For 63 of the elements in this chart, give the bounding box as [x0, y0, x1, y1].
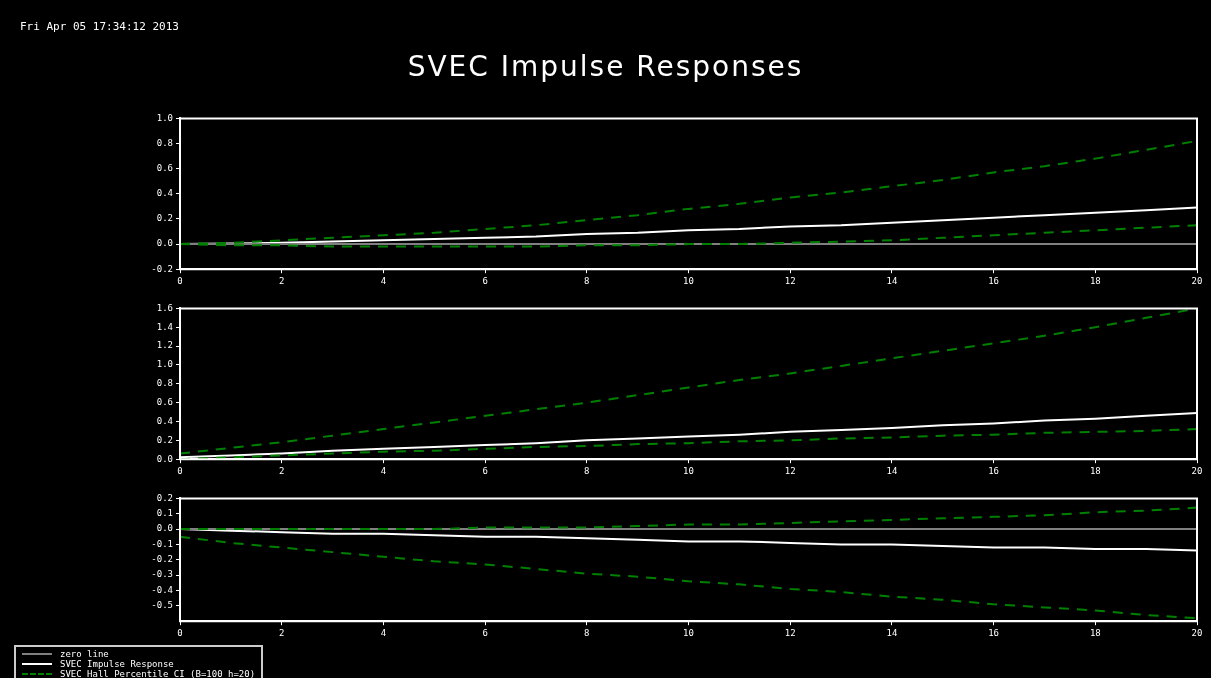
y-tick-label: -0.1 [151, 538, 173, 549]
x-tick-label: 14 [886, 627, 898, 638]
legend-label: zero line [60, 649, 109, 659]
x-tick-label: 14 [886, 465, 898, 476]
y-tick-label: 0.1 [156, 508, 173, 519]
x-tick-label: 8 [584, 627, 590, 638]
y-tick-label: 0.8 [156, 137, 173, 148]
x-tick-label: 16 [988, 627, 1000, 638]
y-tick-label: 0.6 [156, 163, 173, 174]
chart-title: SVEC Impulse Responses [406, 50, 805, 83]
x-tick-label: 8 [584, 275, 590, 286]
legend-label: SVEC Hall Percentile CI (B=100 h=20) [60, 669, 256, 678]
y-tick-label: 1.0 [156, 359, 173, 370]
x-tick-label: 8 [584, 465, 590, 476]
x-tick-label: 10 [683, 275, 694, 286]
x-tick-label: 12 [784, 627, 796, 638]
y-tick-label: 0.0 [156, 453, 173, 464]
y-tick-label: -0.3 [151, 569, 173, 580]
line-series [180, 506, 1197, 531]
x-tick-label: 14 [886, 275, 898, 286]
y-tick-label: 1.2 [156, 340, 173, 351]
x-tick-label: 2 [278, 627, 285, 638]
y-tick-label: 0.0 [156, 238, 173, 249]
x-tick-label: 2 [278, 465, 285, 476]
y-tick-label: -0.2 [151, 263, 173, 274]
x-tick-label: 12 [784, 465, 796, 476]
y-tick-label: 0.2 [156, 213, 173, 224]
x-tick-label: 18 [1089, 275, 1101, 286]
x-tick-label: 6 [482, 627, 488, 638]
y-tick-label: -0.4 [151, 584, 173, 595]
legend-label: SVEC Impulse Response [60, 659, 174, 669]
x-tick-label: 20 [1191, 275, 1203, 286]
x-tick-label: 4 [380, 465, 387, 476]
x-tick-label: 18 [1089, 465, 1101, 476]
y-tick-label: 1.6 [156, 302, 173, 313]
x-tick-label: 2 [278, 275, 285, 286]
x-tick-label: 20 [1191, 627, 1203, 638]
x-tick-label: 10 [683, 465, 694, 476]
y-tick-label: -0.2 [151, 554, 173, 565]
x-tick-label: 10 [683, 627, 694, 638]
y-tick-label: -0.5 [151, 600, 173, 611]
y-tick-label: 0.8 [156, 378, 173, 389]
x-tick-label: 0 [177, 627, 183, 638]
x-tick-label: 4 [380, 627, 387, 638]
y-tick-label: 0.2 [156, 434, 173, 445]
x-tick-label: 12 [784, 275, 796, 286]
y-tick-label: 0.2 [156, 492, 173, 503]
y-tick-label: 1.4 [156, 321, 173, 332]
y-tick-label: 1.0 [156, 112, 173, 123]
x-tick-label: 6 [482, 275, 488, 286]
y-tick-label: 0.4 [156, 188, 173, 199]
x-tick-label: 16 [988, 465, 1000, 476]
x-tick-label: 0 [177, 275, 183, 286]
y-tick-label: 0.4 [156, 415, 173, 426]
x-tick-label: 6 [482, 465, 488, 476]
x-tick-label: 16 [988, 275, 1000, 286]
text: Fri Apr 05 17:34:12 2013 [20, 20, 179, 33]
y-tick-label: 0.0 [156, 523, 173, 534]
x-tick-label: 0 [177, 465, 183, 476]
x-tick-label: 18 [1089, 627, 1101, 638]
y-tick-label: 0.6 [156, 396, 173, 407]
x-tick-label: 20 [1191, 465, 1203, 476]
x-tick-label: 4 [380, 275, 387, 286]
